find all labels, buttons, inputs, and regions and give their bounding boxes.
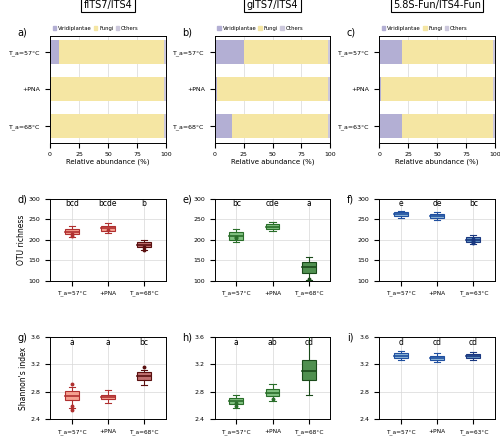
Bar [430,214,444,218]
Text: bc: bc [232,199,241,208]
Bar [328,77,330,101]
Bar [402,114,492,138]
Bar [379,77,382,101]
Bar [379,40,402,64]
Text: g): g) [18,333,28,343]
Bar [138,372,151,380]
Bar [50,40,59,64]
Text: a: a [234,339,238,347]
Bar [101,226,115,231]
Bar [230,232,243,240]
Text: a: a [106,339,110,347]
Legend: Viridiplantae, Fungi, Others: Viridiplantae, Fungi, Others [382,26,468,31]
Legend: Viridiplantae, Fungi, Others: Viridiplantae, Fungi, Others [52,26,138,31]
Bar [230,398,243,404]
Legend: Viridiplantae, Fungi, Others: Viridiplantae, Fungi, Others [217,26,303,31]
Bar [394,353,407,358]
Bar [328,40,330,64]
Bar [244,40,328,64]
Bar [214,77,217,101]
Bar [302,262,316,273]
Text: de: de [432,199,442,208]
Text: d: d [398,339,404,347]
Text: h): h) [182,333,192,343]
Bar [164,40,166,64]
Bar [379,114,402,138]
Bar [65,229,78,235]
Bar [214,40,244,64]
X-axis label: Relative abundance (%): Relative abundance (%) [231,159,314,165]
Bar [382,77,492,101]
Title: fITS7/ITS4: fITS7/ITS4 [84,0,132,10]
Text: a: a [70,339,74,347]
Text: a): a) [18,27,28,37]
Bar [492,114,495,138]
Text: bcde: bcde [98,199,117,208]
Text: cd: cd [304,339,313,347]
Bar [164,114,166,138]
Text: d): d) [18,194,28,205]
Bar [492,77,495,101]
Text: c): c) [346,27,356,37]
Text: f): f) [346,194,354,205]
Text: bc: bc [469,199,478,208]
Text: cde: cde [266,199,280,208]
Title: 5.8S-Fun/ITS4-Fun: 5.8S-Fun/ITS4-Fun [393,0,481,10]
Text: e): e) [182,194,192,205]
Bar [164,77,166,101]
Bar [51,77,164,101]
Bar [402,40,492,64]
Bar [50,77,51,101]
Bar [466,237,480,242]
Y-axis label: Shannon's index: Shannon's index [18,347,28,410]
Bar [50,114,51,138]
Bar [492,40,495,64]
Text: i): i) [346,333,353,343]
Bar [266,389,280,396]
Text: b: b [142,199,146,208]
Bar [302,359,316,380]
Bar [51,114,164,138]
Bar [232,114,328,138]
Bar [328,114,330,138]
Text: bcd: bcd [65,199,78,208]
Text: e: e [398,199,403,208]
Title: gITS7/ITS4: gITS7/ITS4 [247,0,298,10]
Bar [60,40,164,64]
Text: cd: cd [469,339,478,347]
Bar [214,114,232,138]
Y-axis label: OTU richness: OTU richness [17,215,26,265]
Bar [138,242,151,247]
Text: bc: bc [140,339,148,347]
Text: a: a [306,199,311,208]
Bar [430,355,444,359]
Text: ab: ab [268,339,278,347]
X-axis label: Relative abundance (%): Relative abundance (%) [66,159,150,165]
Bar [217,77,328,101]
Bar [65,391,78,400]
Text: b): b) [182,27,192,37]
Text: cd: cd [432,339,442,347]
Bar [266,224,280,229]
Bar [394,212,407,215]
X-axis label: Relative abundance (%): Relative abundance (%) [396,159,479,165]
Bar [466,354,480,358]
Bar [101,395,115,399]
